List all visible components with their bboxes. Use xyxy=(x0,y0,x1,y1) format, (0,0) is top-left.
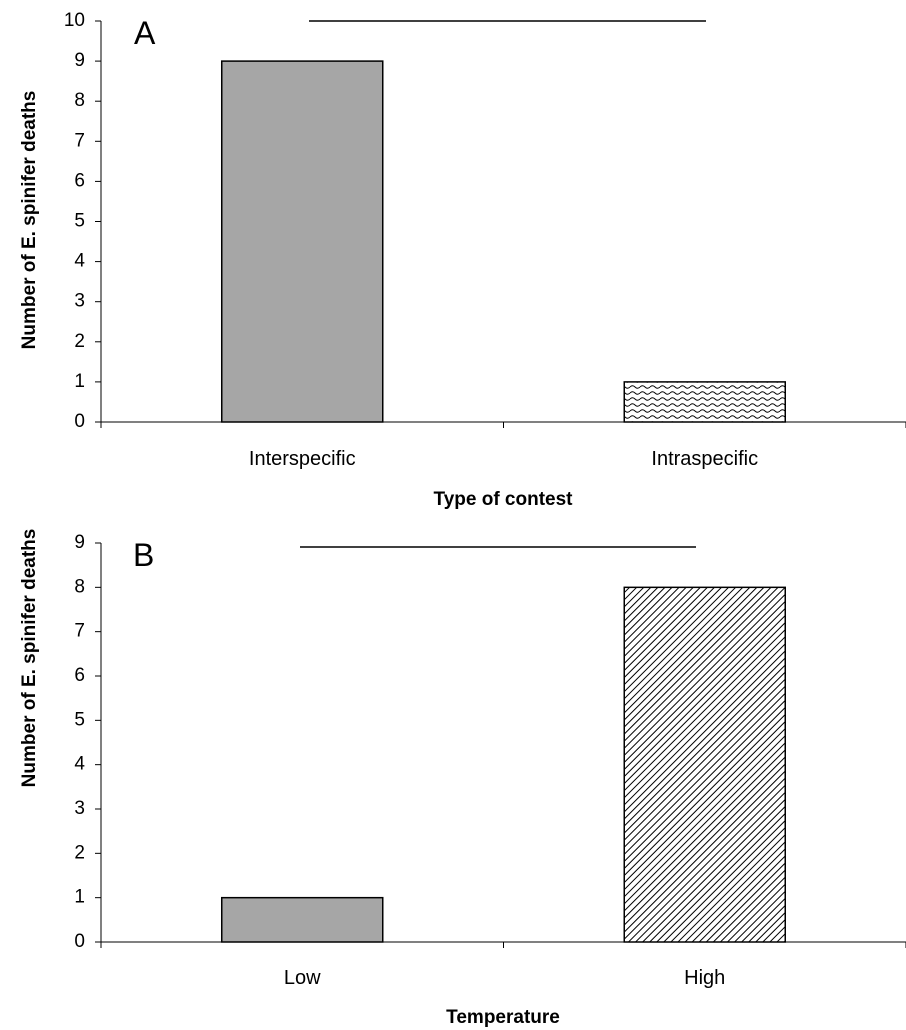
x-axis-ticks xyxy=(100,422,906,428)
y-tick-label: 3 xyxy=(74,798,85,819)
category-label: Intraspecific xyxy=(651,448,758,470)
chart-panel-a: Number of E. spinifer deaths A 0 1 2 3 4 5 6 7 8… xyxy=(19,10,906,510)
panel-letter: B xyxy=(133,537,154,573)
y-tick-label: 5 xyxy=(74,211,85,232)
category-label: Low xyxy=(284,967,321,989)
panel-letter: A xyxy=(134,15,156,51)
category-label: High xyxy=(684,967,725,989)
y-tick-label: 0 xyxy=(74,931,85,952)
y-tick-label: 4 xyxy=(74,754,85,775)
y-tick-label: 3 xyxy=(74,291,85,312)
y-tick-label: 6 xyxy=(74,170,85,191)
y-tick-label: 8 xyxy=(74,576,85,597)
bar-high xyxy=(623,586,786,943)
y-tick-label: 1 xyxy=(74,371,85,392)
y-tick-label: 6 xyxy=(74,665,85,686)
bars xyxy=(221,586,786,943)
y-tick-label: 9 xyxy=(74,50,85,71)
x-axis-title: Temperature xyxy=(446,1007,560,1028)
y-axis-ticks: 0 1 2 3 4 5 6 7 8 9 xyxy=(74,532,101,952)
chart-panel-b: Number of E. spinifer deaths B 0 1 2 3 4 5 6 7 8… xyxy=(19,529,906,1028)
y-tick-label: 9 xyxy=(74,532,85,553)
y-tick-label: 10 xyxy=(64,10,85,31)
y-tick-label: 0 xyxy=(74,411,85,432)
y-axis-title: Number of E. spinifer deaths xyxy=(19,529,40,788)
bar-low xyxy=(221,896,384,943)
y-tick-label: 7 xyxy=(74,130,85,151)
y-tick-label: 2 xyxy=(74,331,85,352)
y-axis-title: Number of E. spinifer deaths xyxy=(19,91,40,350)
bar-intraspecific xyxy=(623,381,786,423)
y-tick-label: 5 xyxy=(74,709,85,730)
y-tick-label: 2 xyxy=(74,842,85,863)
y-axis-ticks: 0 1 2 3 4 5 6 7 8 9 10 xyxy=(64,10,101,432)
y-tick-label: 8 xyxy=(74,90,85,111)
category-label: Interspecific xyxy=(249,448,356,470)
category-labels: Low High xyxy=(284,967,725,989)
y-tick-label: 1 xyxy=(74,887,85,908)
bars xyxy=(221,60,786,423)
y-tick-label: 4 xyxy=(74,251,85,272)
x-axis-title: Type of contest xyxy=(434,489,574,510)
category-labels: Interspecific Intraspecific xyxy=(249,448,758,470)
y-tick-label: 7 xyxy=(74,621,85,642)
x-axis-ticks xyxy=(100,942,906,948)
bar-interspecific xyxy=(221,60,384,423)
